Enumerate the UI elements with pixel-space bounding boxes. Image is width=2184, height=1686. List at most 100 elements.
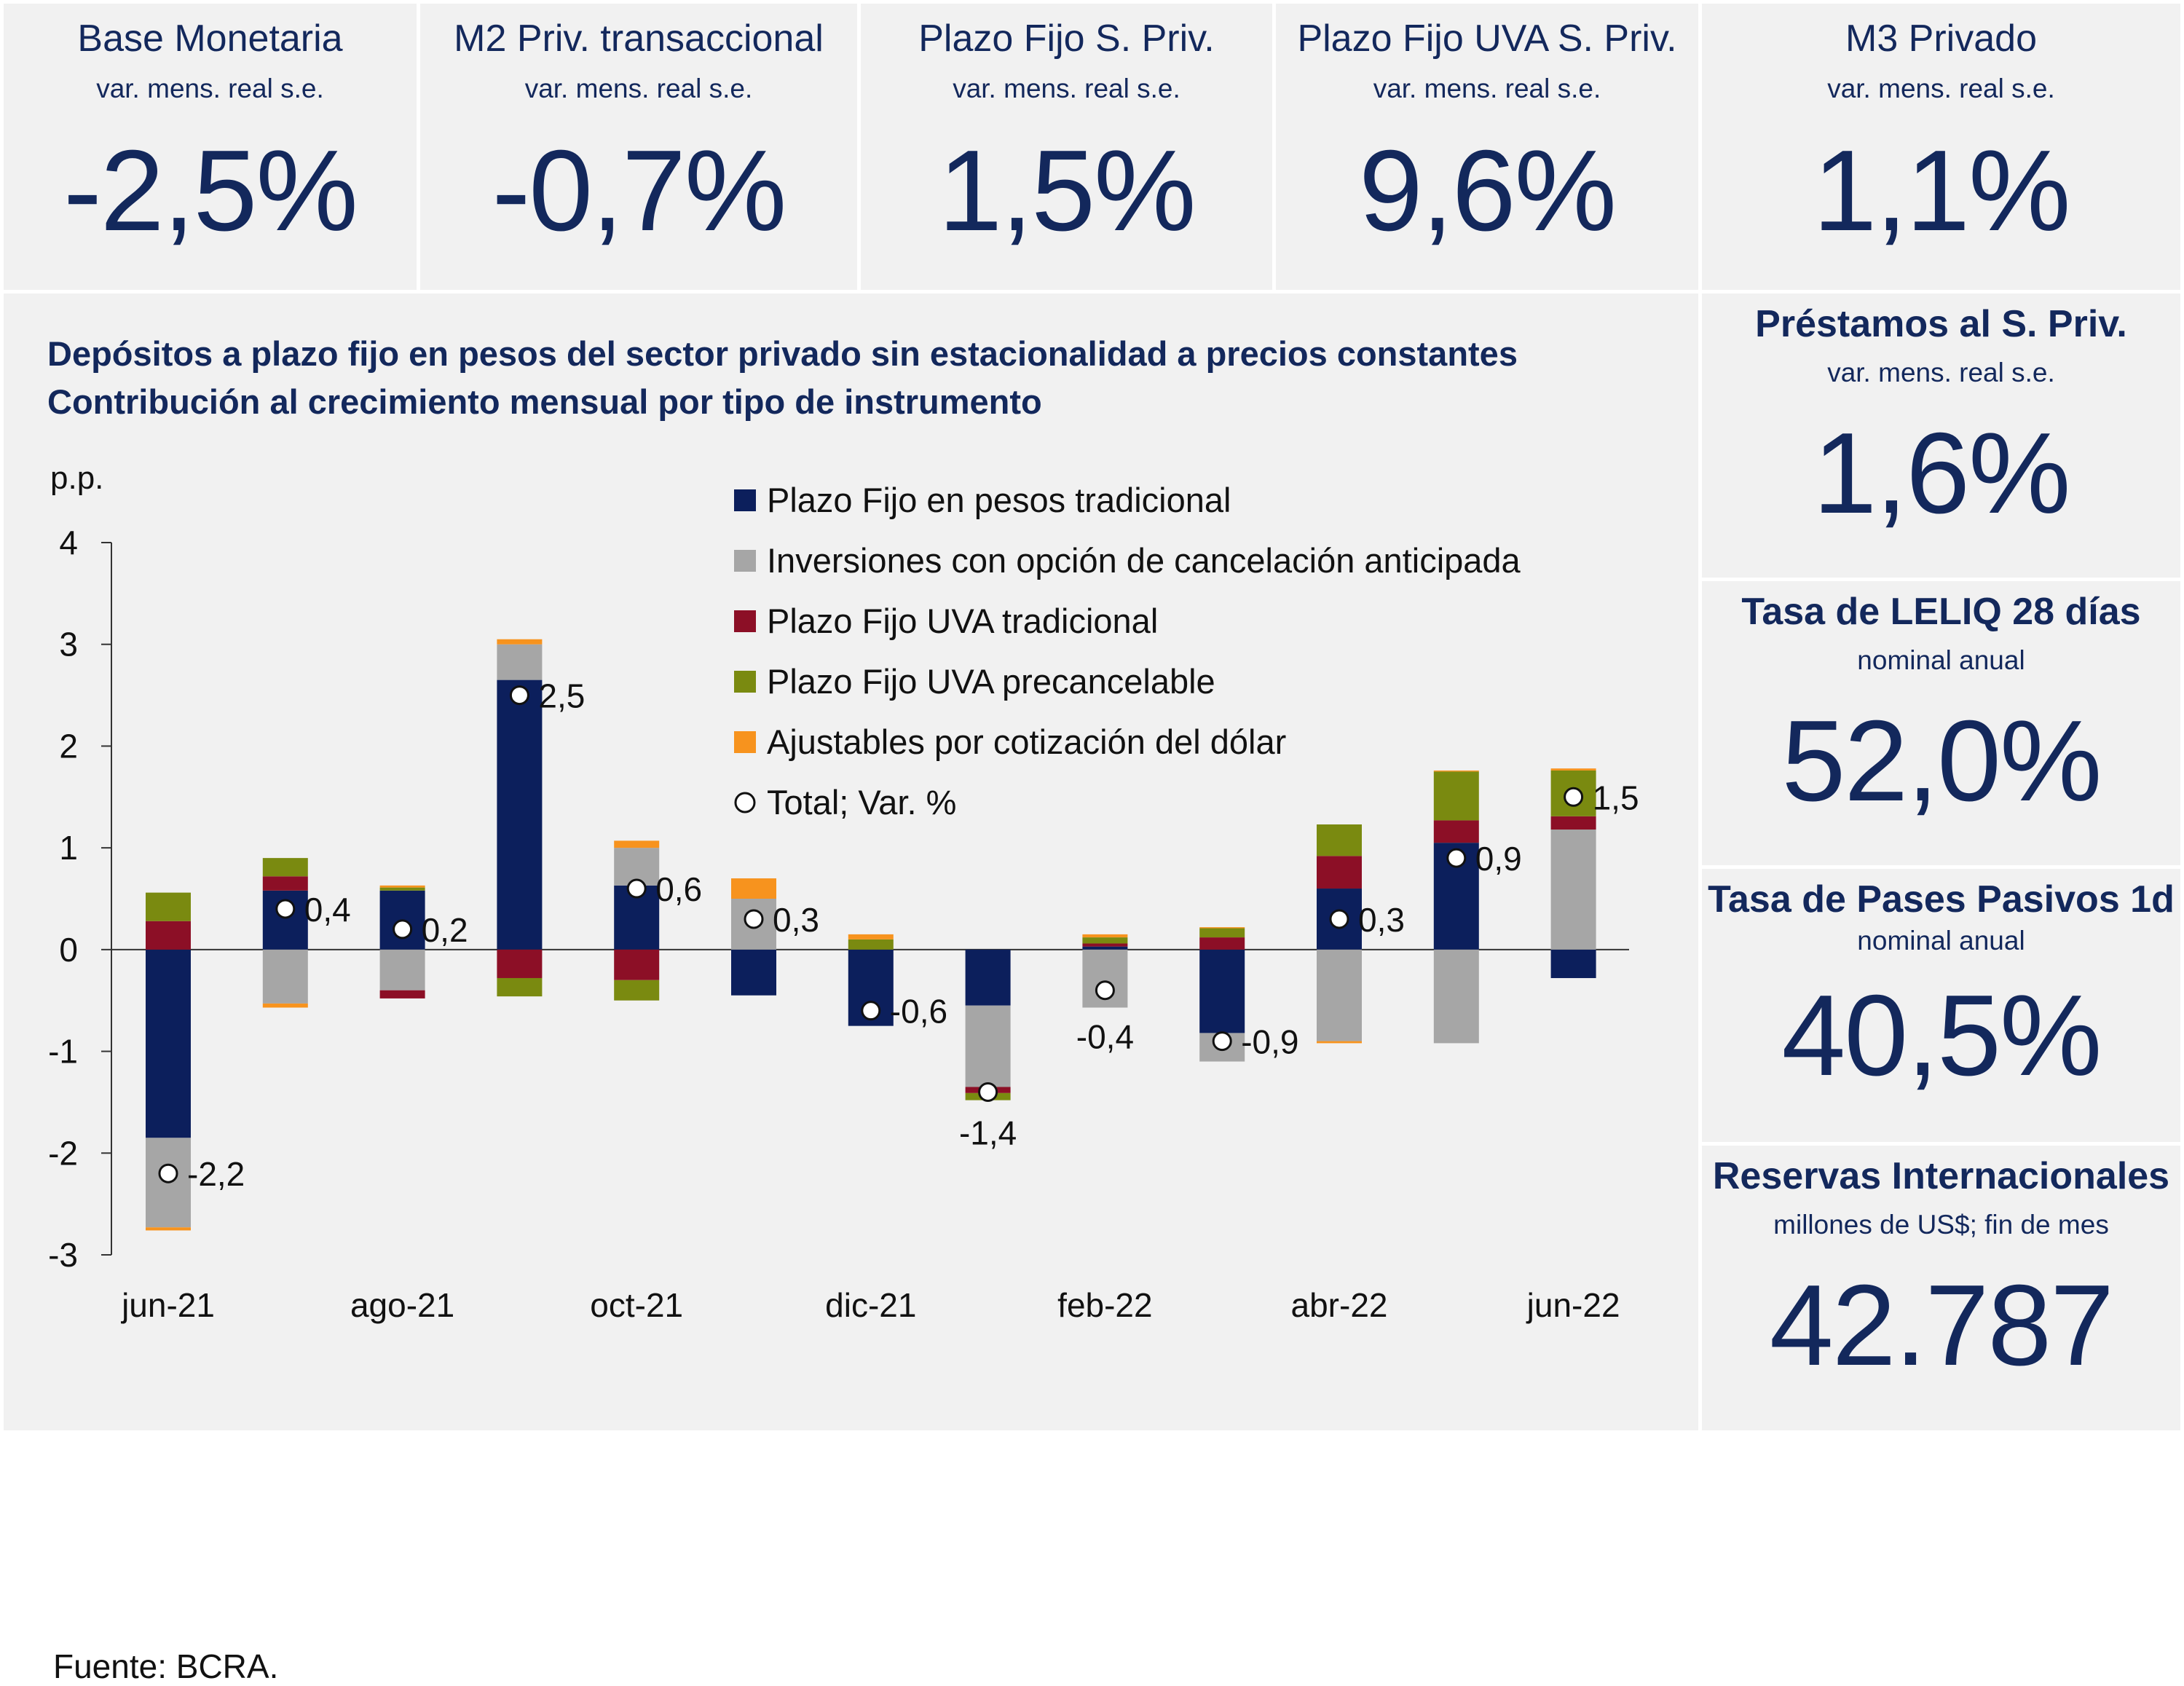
bar-mar-22-series-4 xyxy=(1199,927,1245,929)
y-tick-label: -2 xyxy=(48,1134,78,1172)
kpi-value: 1,1% xyxy=(1813,127,2070,255)
bar-feb-22-series-3 xyxy=(1082,937,1128,944)
bar-dic-21-series-4 xyxy=(848,934,894,939)
chart-title-line1: Depósitos a plazo fijo en pesos del sect… xyxy=(47,334,1518,373)
bar-abr-22-series-1 xyxy=(1317,949,1362,1041)
total-point xyxy=(275,899,296,919)
kpi-title: M2 Priv. transaccional xyxy=(454,17,824,60)
kpi-subtitle: nominal anual xyxy=(1857,926,2025,956)
legend-total-marker xyxy=(734,792,756,814)
kpi-subtitle: nominal anual xyxy=(1857,645,2025,675)
total-data-label: -1,4 xyxy=(959,1114,1017,1151)
bar-mar-22-series-0 xyxy=(1199,949,1245,1033)
kpi-subtitle: var. mens. real s.e. xyxy=(1373,74,1601,103)
legend-swatch xyxy=(734,731,756,753)
total-data-label: 0,2 xyxy=(422,911,468,949)
bar-oct-21-series-2 xyxy=(614,949,660,980)
kpi-title: Reservas Internacionales xyxy=(1712,1155,2170,1197)
legend-label: Ajustables por cotización del dólar xyxy=(767,722,1286,761)
bar-jun-21-series-2 xyxy=(146,921,191,950)
x-tick-label: abr-22 xyxy=(1291,1286,1388,1324)
y-tick-label: 2 xyxy=(59,727,78,765)
kpi-value: 1,5% xyxy=(938,127,1196,255)
total-point xyxy=(978,1082,998,1102)
kpi-title: Préstamos al S. Priv. xyxy=(1755,303,2127,345)
bar-jul-21-series-3 xyxy=(262,858,308,877)
bar-ago-21-series-1 xyxy=(379,949,425,990)
kpi-subtitle: millones de US$; fin de mes xyxy=(1773,1210,2109,1240)
kpi-leliq: Tasa de LELIQ 28 días nominal anual 52,0… xyxy=(1702,581,2180,865)
bar-ago-21-series-2 xyxy=(379,990,425,998)
x-tick-label: jun-22 xyxy=(1526,1286,1620,1324)
x-tick-label: dic-21 xyxy=(825,1286,916,1324)
kpi-title: Base Monetaria xyxy=(77,17,343,60)
bar-abr-22-series-4 xyxy=(1317,1041,1362,1044)
kpi-plazo-fijo: Plazo Fijo S. Priv. var. mens. real s.e.… xyxy=(861,4,1272,290)
bar-oct-21-series-4 xyxy=(614,840,660,848)
kpi-prestamos: Préstamos al S. Priv. var. mens. real s.… xyxy=(1702,294,2180,578)
bar-jul-21-series-1 xyxy=(262,949,308,1004)
kpi-title: Plazo Fijo S. Priv. xyxy=(918,17,1215,60)
bar-may-22-series-3 xyxy=(1433,771,1479,821)
kpi-title: Tasa de LELIQ 28 días xyxy=(1741,591,2141,633)
total-point xyxy=(1095,980,1115,1001)
total-point xyxy=(626,878,647,899)
kpi-subtitle: var. mens. real s.e. xyxy=(1827,74,2055,103)
legend-swatch xyxy=(734,550,756,572)
kpi-value: 40,5% xyxy=(1781,972,2102,1100)
kpi-value: 52,0% xyxy=(1781,697,2102,825)
kpi-subtitle: var. mens. real s.e. xyxy=(96,74,324,103)
bar-feb-22-series-4 xyxy=(1082,934,1128,938)
y-tick-label: 0 xyxy=(59,931,78,969)
bar-ene-22-series-0 xyxy=(965,949,1011,1006)
total-data-label: -0,9 xyxy=(1241,1023,1298,1061)
bar-abr-22-series-3 xyxy=(1317,824,1362,856)
bar-mar-22-series-3 xyxy=(1199,928,1245,938)
bar-jun-22-series-0 xyxy=(1550,949,1596,978)
bar-dic-21-series-3 xyxy=(848,939,894,950)
bar-may-22-series-1 xyxy=(1433,949,1479,1044)
total-data-label: 0,3 xyxy=(773,901,819,939)
bar-ene-22-series-1 xyxy=(965,1005,1011,1087)
bar-ago-21-series-4 xyxy=(379,885,425,888)
bar-sep-21-series-3 xyxy=(497,977,543,997)
bar-feb-22-series-2 xyxy=(1082,943,1128,947)
total-point xyxy=(1329,909,1349,929)
kpi-value: 42.787 xyxy=(1769,1261,2114,1390)
bar-sep-21-series-4 xyxy=(497,639,543,645)
kpi-value: -2,5% xyxy=(63,127,358,255)
kpi-subtitle: var. mens. real s.e. xyxy=(953,74,1180,103)
y-tick-label: -1 xyxy=(48,1033,78,1071)
kpi-base-monetaria: Base Monetaria var. mens. real s.e. -2,5… xyxy=(4,4,417,290)
kpi-value: 9,6% xyxy=(1358,127,1617,255)
bar-nov-21-series-0 xyxy=(731,949,776,996)
legend-swatch xyxy=(734,610,756,632)
legend-label: Total; Var. % xyxy=(767,783,956,822)
x-tick-label: oct-21 xyxy=(590,1286,683,1324)
y-tick-label: 1 xyxy=(59,829,78,867)
total-point xyxy=(1564,787,1584,807)
total-point xyxy=(158,1163,178,1183)
kpi-title: M3 Privado xyxy=(1845,17,2037,60)
kpi-m2-priv: M2 Priv. transaccional var. mens. real s… xyxy=(420,4,857,290)
kpi-title: Plazo Fijo UVA S. Priv. xyxy=(1297,17,1677,60)
x-tick-label: jun-21 xyxy=(120,1286,215,1324)
bar-abr-22-series-2 xyxy=(1317,856,1362,889)
total-data-label: 0,3 xyxy=(1358,901,1405,939)
kpi-value: -0,7% xyxy=(492,127,787,255)
bar-sep-21-series-1 xyxy=(497,644,543,680)
bar-may-22-series-2 xyxy=(1433,820,1479,843)
legend-swatch xyxy=(734,671,756,693)
y-axis-label: p.p. xyxy=(50,460,103,496)
y-tick-label: -3 xyxy=(48,1236,78,1274)
bar-nov-21-series-4 xyxy=(731,878,776,899)
total-point xyxy=(1446,848,1467,868)
chart-source: Fuente: BCRA. xyxy=(53,1647,279,1685)
bar-feb-22-series-0 xyxy=(1082,946,1128,950)
legend-swatch xyxy=(734,489,756,511)
x-tick-label: feb-22 xyxy=(1057,1286,1152,1324)
bar-jun-22-series-4 xyxy=(1550,768,1596,771)
kpi-title: Tasa de Pases Pasivos 1d xyxy=(1708,878,2175,921)
total-data-label: 2,5 xyxy=(538,677,585,715)
total-point xyxy=(744,909,764,929)
